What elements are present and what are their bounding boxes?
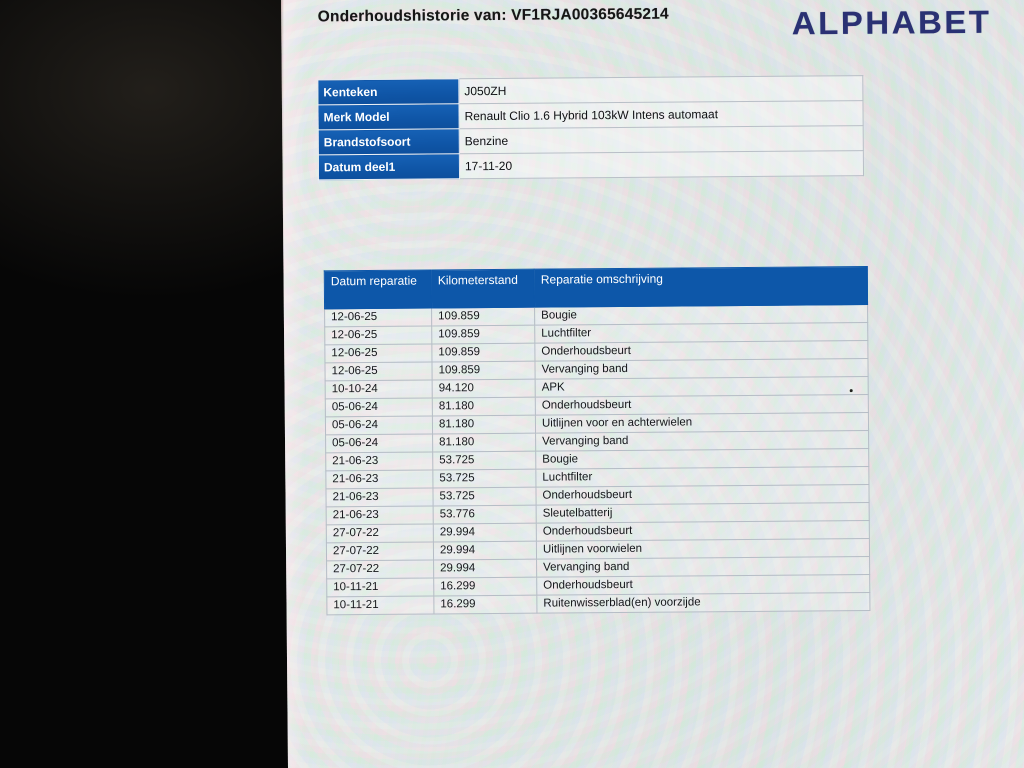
page-title: Onderhoudshistorie van: VF1RJA0036564521… xyxy=(317,5,669,26)
info-label: Kenteken xyxy=(317,78,459,105)
info-value: Renault Clio 1.6 Hybrid 103kW Intens aut… xyxy=(458,100,864,129)
cell-kilometerstand: 81.180 xyxy=(432,415,536,434)
cell-kilometerstand: 81.180 xyxy=(432,433,536,452)
cell-reparatie-omschrijving: Ruitenwisserblad(en) voorzijde xyxy=(536,592,870,614)
cell-datum-reparatie: 21-06-23 xyxy=(325,451,433,471)
cell-kilometerstand: 109.859 xyxy=(431,307,535,326)
info-value: Benzine xyxy=(459,125,864,154)
cell-datum-reparatie: 21-06-23 xyxy=(325,469,433,489)
cell-kilometerstand: 109.859 xyxy=(431,325,535,344)
cell-datum-reparatie: 12-06-25 xyxy=(324,361,433,381)
column-header-reparatie-omschrijving: Reparatie omschrijving xyxy=(534,266,868,308)
cell-datum-reparatie: 12-06-25 xyxy=(324,325,432,345)
cell-datum-reparatie: 12-06-25 xyxy=(324,307,432,327)
maintenance-history-table: Datum reparatie Kilometerstand Reparatie… xyxy=(324,266,871,615)
cell-kilometerstand: 53.776 xyxy=(433,505,537,524)
cell-datum-reparatie: 27-07-22 xyxy=(326,523,434,543)
info-value: J050ZH xyxy=(458,75,863,104)
vehicle-info-table: Kenteken J050ZH Merk Model Renault Clio … xyxy=(317,75,864,180)
cell-kilometerstand: 16.299 xyxy=(433,577,537,596)
cell-kilometerstand: 29.994 xyxy=(433,541,537,560)
cell-kilometerstand: 109.859 xyxy=(431,361,536,380)
cell-kilometerstand: 109.859 xyxy=(431,343,535,362)
cell-kilometerstand: 16.299 xyxy=(433,595,537,614)
cell-datum-reparatie: 27-07-22 xyxy=(326,559,434,579)
info-value: 17-11-20 xyxy=(459,150,864,179)
alphabet-logo: ALPHABET xyxy=(791,3,992,42)
cell-datum-reparatie: 05-06-24 xyxy=(325,415,433,435)
cell-datum-reparatie: 05-06-24 xyxy=(325,433,433,453)
cell-kilometerstand: 29.994 xyxy=(433,523,537,542)
cell-datum-reparatie: 10-11-21 xyxy=(326,595,434,615)
cell-datum-reparatie: 21-06-23 xyxy=(325,487,434,507)
column-header-kilometerstand: Kilometerstand xyxy=(431,269,535,308)
dust-speck xyxy=(849,389,853,393)
cell-kilometerstand: 53.725 xyxy=(432,469,536,488)
cell-datum-reparatie: 12-06-25 xyxy=(324,343,432,363)
cell-datum-reparatie: 05-06-24 xyxy=(325,397,433,417)
table-row: 10-11-21 16.299 Ruitenwisserblad(en) voo… xyxy=(326,592,870,615)
cell-datum-reparatie: 10-10-24 xyxy=(325,379,433,399)
cell-kilometerstand: 53.725 xyxy=(432,451,536,470)
header-row: Datum reparatie Kilometerstand Reparatie… xyxy=(324,266,868,309)
cell-kilometerstand: 94.120 xyxy=(432,379,536,398)
cell-datum-reparatie: 10-11-21 xyxy=(326,577,434,597)
column-header-datum-reparatie: Datum reparatie xyxy=(324,269,432,309)
cell-datum-reparatie: 27-07-22 xyxy=(326,541,434,561)
info-label: Brandstofsoort xyxy=(318,128,460,155)
info-label: Merk Model xyxy=(317,103,460,130)
cell-kilometerstand: 53.725 xyxy=(432,487,537,506)
info-row: Datum deel1 17-11-20 xyxy=(318,150,864,180)
cell-kilometerstand: 81.180 xyxy=(432,397,536,416)
cell-datum-reparatie: 21-06-23 xyxy=(326,505,434,525)
cell-kilometerstand: 29.994 xyxy=(433,559,537,578)
info-label: Datum deel1 xyxy=(318,153,460,180)
